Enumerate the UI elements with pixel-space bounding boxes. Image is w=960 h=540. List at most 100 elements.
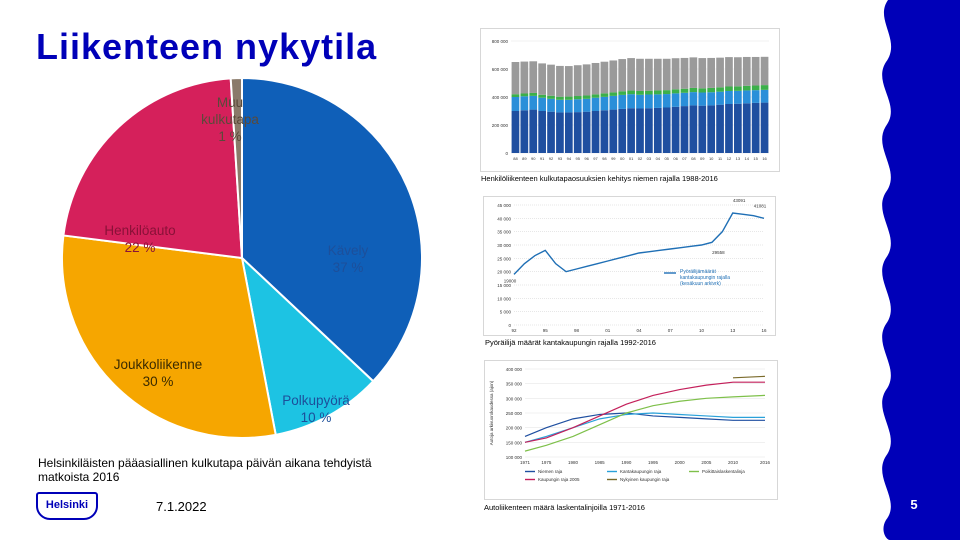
car-x-tick: 1985 [595, 460, 606, 465]
bar-segment-pyoraily [573, 96, 582, 100]
bike-y-tick: 35 000 [497, 230, 511, 235]
bike-x-tick: 98 [574, 328, 580, 333]
pie-label-joukkoliikenne: Joukkoliikenne 30 % [98, 356, 218, 390]
bar-segment-joukkoliikenne [529, 109, 538, 153]
bar-x-tick: 98 [602, 156, 607, 161]
car-y-tick: 350 000 [506, 382, 523, 387]
car-x-tick: 2016 [760, 460, 771, 465]
bar-x-tick: 93 [558, 156, 563, 161]
bar-segment-pyoraily [564, 96, 573, 100]
bar-segment-henkiloauto [716, 91, 724, 105]
bar-x-tick: 89 [522, 156, 527, 161]
bar-segment-autoliikenne [511, 62, 520, 95]
bar-segment-joukkoliikenne [564, 112, 573, 153]
car-y-tick: 150 000 [506, 440, 523, 445]
bar-segment-henkiloauto [698, 92, 707, 106]
bike-x-tick: 10 [699, 328, 705, 333]
bar-segment-pyoraily [609, 92, 618, 96]
bar-segment-autoliikenne [751, 56, 760, 86]
bar-segment-pyoraily [751, 85, 760, 91]
bar-segment-joukkoliikenne [742, 103, 751, 153]
bar-segment-autoliikenne [760, 56, 769, 86]
bar-segment-autoliikenne [680, 57, 689, 89]
bike-legend: Pyöräilijämäärät kantakaupungin rajalla (k… [680, 269, 730, 287]
bike-legend-line: (kesäkuun arkivrk) [680, 281, 721, 287]
bar-segment-pyoraily [698, 88, 707, 93]
bar-segment-autoliikenne [520, 61, 529, 94]
pie-label-kavely: Kävely 37 % [288, 242, 408, 276]
pie-label-name: Muu kulkutapa [201, 95, 259, 127]
pie-label-muu-kulkutapa: Muu kulkutapa 1 % [170, 94, 290, 145]
bar-segment-pyoraily [734, 86, 742, 91]
bar-segment-autoliikenne [556, 65, 564, 97]
bar-segment-pyoraily [725, 86, 733, 91]
pie-label-name: Henkilöauto [104, 223, 176, 238]
bar-chart-caption: Henkilöliikenteen kulkutapaosuuksien keh… [481, 174, 718, 183]
bar-segment-henkiloauto [618, 94, 627, 109]
car-x-tick: 2000 [675, 460, 686, 465]
bar-segment-pyoraily [591, 94, 600, 98]
bar-segment-pyoraily [716, 87, 724, 92]
bar-segment-henkiloauto [609, 95, 618, 110]
car-series-poikittaislaskentalinja [524, 394, 766, 452]
pie-label-name: Joukkoliikenne [113, 357, 203, 372]
bar-x-tick: 04 [656, 156, 661, 161]
bar-segment-autoliikenne [573, 65, 582, 97]
bike-annotation: 43091 [733, 198, 746, 203]
bar-segment-pyoraily [645, 90, 653, 95]
pie-label-name: Kävely [327, 243, 369, 258]
bar-segment-joukkoliikenne [689, 105, 698, 153]
bar-x-tick: 13 [736, 156, 741, 161]
bike-y-tick: 40 000 [497, 216, 511, 221]
cyclist-chart-svg: 45 000 40 000 35 000 30 000 25 000 20 000 15 0… [497, 198, 767, 333]
bike-y-tick: 0 [508, 323, 511, 328]
bar-segment-autoliikenne [707, 57, 716, 88]
bike-x-tick: 13 [730, 328, 736, 333]
bar-segment-autoliikenne [653, 58, 662, 91]
bar-segment-joukkoliikenne [725, 104, 733, 153]
bar-segment-henkiloauto [725, 90, 733, 104]
slide-title: Liikenteen nykytila [36, 26, 378, 67]
bike-annotation: 19000 [504, 278, 517, 283]
bike-x-tick: 07 [668, 328, 674, 333]
pie-label-henkiloauto: Henkilöauto 22 % [80, 222, 200, 256]
bar-segment-henkiloauto [547, 98, 555, 112]
bar-segment-pyoraily [760, 85, 769, 90]
bar-segment-joukkoliikenne [680, 106, 689, 153]
bar-segment-autoliikenne [725, 57, 733, 87]
bar-segment-henkiloauto [653, 94, 662, 108]
bar-segment-joukkoliikenne [698, 105, 707, 153]
bar-x-tick: 99 [611, 156, 616, 161]
bar-segment-autoliikenne [547, 64, 555, 96]
bike-legend-line: kantakaupungin rajalla [680, 275, 730, 281]
bar-segment-pyoraily [662, 90, 671, 95]
car-legend-label: Kantakaupungin raja [620, 469, 662, 474]
car-y-tick: 400 000 [506, 367, 523, 372]
bar-segment-autoliikenne [671, 58, 680, 90]
bar-segment-henkiloauto [591, 97, 600, 111]
car-series-niemen-raja [524, 412, 765, 438]
bar-x-tick: 15 [753, 156, 758, 161]
bar-segment-autoliikenne [529, 61, 538, 93]
bar-segment-joukkoliikenne [618, 108, 627, 153]
bar-x-tick: 88 [513, 156, 518, 161]
mode-share-pie-chart: Kävely 37 % Polkupyörä 10 % Joukkoliikenne 30… [30, 74, 430, 454]
bar-segment-pyoraily [627, 90, 635, 95]
bar-segment-henkiloauto [529, 95, 538, 110]
bar-x-tick: 03 [647, 156, 652, 161]
bar-segment-joukkoliikenne [751, 102, 760, 153]
bar-x-tick: 08 [691, 156, 696, 161]
bar-segment-autoliikenne [582, 64, 591, 96]
car-y-tick: 250 000 [506, 411, 523, 416]
helsinki-logo: Helsinki [36, 492, 98, 520]
bar-segment-pyoraily [538, 94, 546, 98]
pie-label-pct: 22 % [124, 240, 156, 255]
bar-y-tick: 400 000 [492, 95, 509, 100]
car-x-tick: 1995 [648, 460, 659, 465]
bar-segment-pyoraily [653, 90, 662, 95]
bar-segment-henkiloauto [538, 97, 546, 111]
bar-segment-autoliikenne [636, 58, 644, 91]
bike-y-tick: 10 000 [497, 296, 511, 301]
bar-x-tick: 94 [567, 156, 572, 161]
bar-segment-henkiloauto [511, 97, 520, 111]
